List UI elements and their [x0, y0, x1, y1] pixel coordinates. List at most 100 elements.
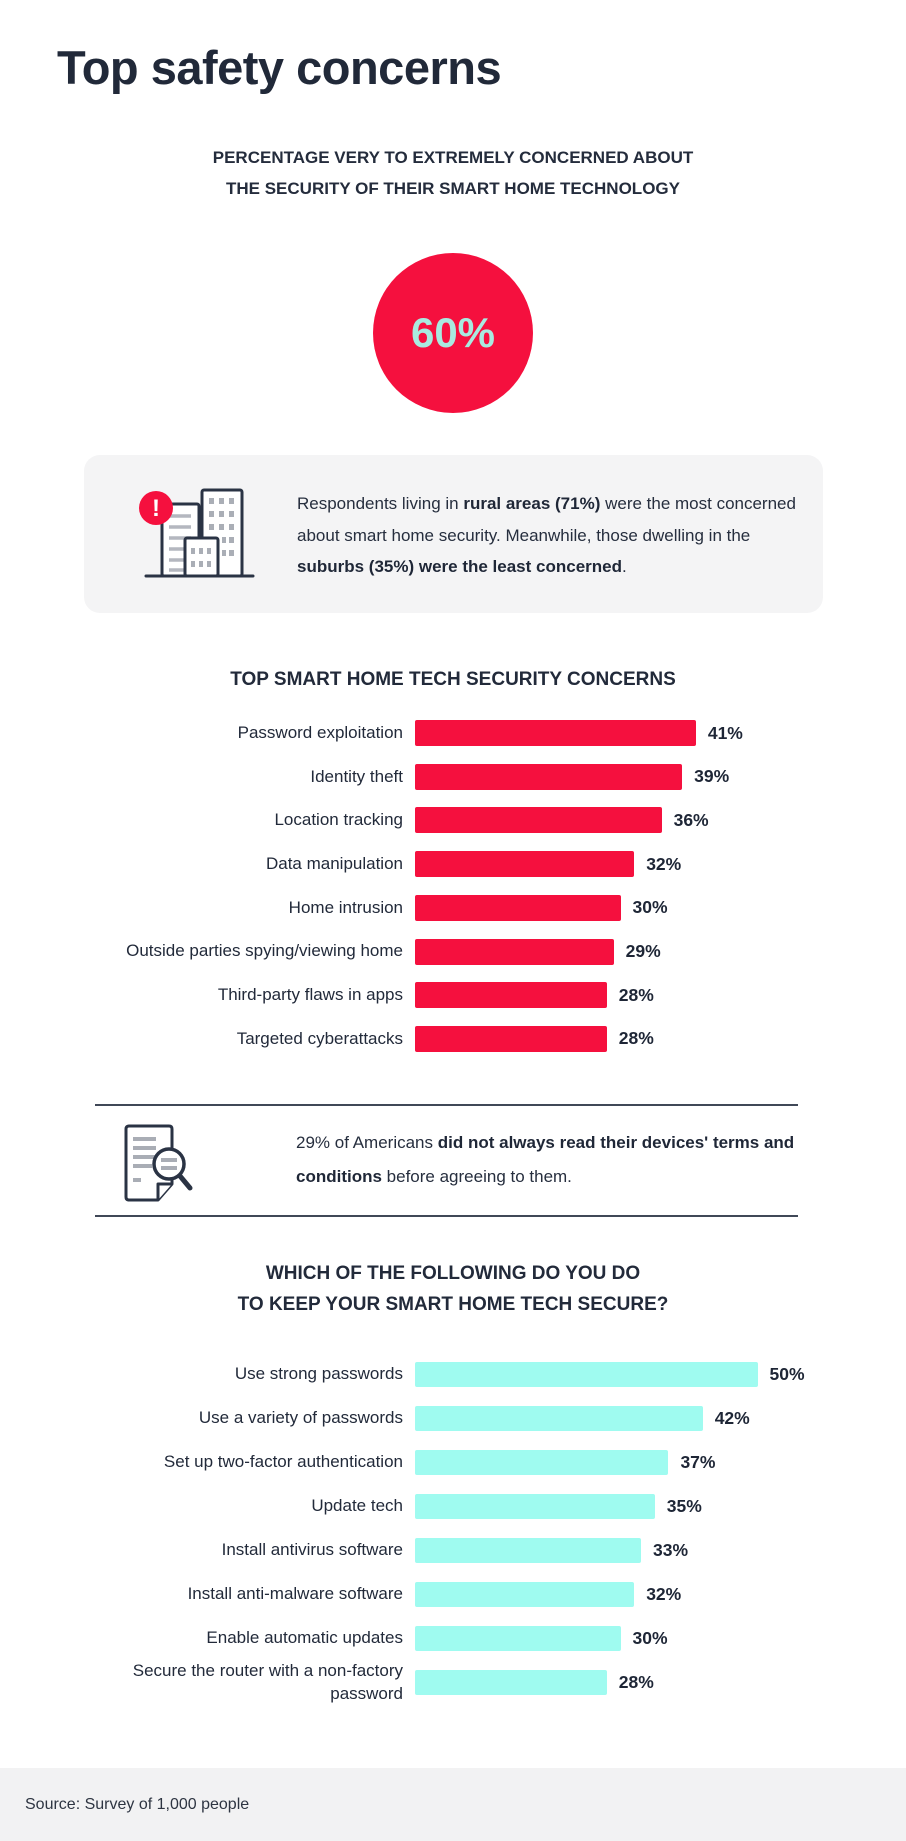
bar — [415, 1025, 607, 1052]
bar-label: Identity theft — [60, 764, 403, 790]
page-title: Top safety concerns — [57, 41, 502, 94]
callout-rural-text: Respondents living in rural areas (71%) … — [297, 488, 807, 583]
bar-value: 28% — [618, 984, 654, 1005]
callout-text-segment: did not always read their devices' terms… — [296, 1133, 795, 1186]
bar-value: 30% — [632, 897, 668, 918]
chart-row: Data manipulation 32% — [0, 851, 906, 878]
bar-value: 28% — [618, 1028, 654, 1049]
bar-label: Update tech — [60, 1494, 403, 1519]
stat-heading-line2: THE SECURITY OF THEIR SMART HOME TECHNOL… — [226, 179, 680, 198]
svg-text:!: ! — [152, 495, 160, 522]
bar-label: Install anti-malware software — [60, 1582, 403, 1607]
bar-value: 50% — [769, 1364, 805, 1384]
bar — [415, 938, 614, 965]
document-magnifier-icon — [124, 1124, 193, 1202]
bar-label: Enable automatic updates — [60, 1626, 403, 1651]
bar-value: 29% — [625, 941, 661, 961]
stat-heading: PERCENTAGE VERY TO EXTREMELY CONCERNED A… — [0, 142, 906, 204]
bar-label-text: Outside parties spying/viewing home — [126, 941, 403, 961]
bar-label: Home intrusion — [60, 895, 403, 921]
divider-top — [95, 1104, 798, 1106]
bar-value: 32% — [646, 1584, 682, 1604]
bar — [415, 894, 621, 921]
bar — [415, 982, 607, 1009]
bar — [415, 1626, 621, 1651]
bar-label: Use strong passwords — [60, 1362, 403, 1387]
bar — [415, 1494, 655, 1519]
bar — [415, 1670, 607, 1695]
bar — [415, 1450, 669, 1475]
bar — [415, 1406, 703, 1431]
bar-value: 32% — [646, 853, 682, 874]
bar-value: 28% — [618, 1672, 654, 1692]
bar-label-text: Third-party flaws in apps — [217, 985, 403, 1005]
bar-value: 41% — [707, 722, 743, 743]
bar-value: 30% — [632, 1628, 668, 1648]
bar-label: Data manipulation — [60, 851, 403, 877]
chart-row: Identity theft 39% — [0, 763, 906, 790]
bar — [415, 1582, 635, 1607]
chart-row: Third-party flaws in apps 28% — [0, 982, 906, 1009]
bar-label-text: Install anti-malware software — [187, 1584, 403, 1604]
callout-text-segment: were the most concerned about smart home… — [297, 494, 796, 545]
chart-row: Install anti-malware software 32% — [0, 1582, 906, 1607]
bar-label-text: Password exploitation — [237, 722, 403, 742]
bar-label: Password exploitation — [60, 720, 403, 746]
chart-row: Enable automatic updates 30% — [0, 1626, 906, 1651]
bar-label-text: Update tech — [311, 1496, 403, 1516]
callout-text-segment: rural areas (71%) — [463, 494, 601, 513]
bar-label-text: Location tracking — [274, 810, 403, 830]
bar-label-text: Use a variety of passwords — [198, 1408, 403, 1428]
chart-row: Outside parties spying/viewing home 29% — [0, 938, 906, 965]
bar-label: Install antivirus software — [60, 1538, 403, 1563]
bar-value: 36% — [673, 809, 709, 830]
callout-text-segment: 29% of Americans — [296, 1133, 438, 1152]
bar-label-text: Install antivirus software — [221, 1540, 403, 1560]
bar-label: Third-party flaws in apps — [60, 982, 403, 1008]
bar-label-text: Targeted cyberattacks — [236, 1028, 403, 1048]
chart-row: Use strong passwords 50% — [0, 1362, 906, 1387]
chart-row: Targeted cyberattacks 28% — [0, 1025, 906, 1052]
callout-text-segment: suburbs (35%) were the least concerned — [297, 557, 622, 576]
chart2-title-line2: TO KEEP YOUR SMART HOME TECH SECURE? — [237, 1294, 669, 1315]
stat-circle-value: 60% — [410, 309, 496, 356]
chart-row: Update tech 35% — [0, 1494, 906, 1519]
bar-label: Outside parties spying/viewing home — [60, 939, 403, 965]
bar-value: 37% — [680, 1452, 716, 1472]
chart-row: Set up two-factor authentication 37% — [0, 1450, 906, 1475]
source-footer: Source: Survey of 1,000 people — [0, 1768, 906, 1841]
source-text: Source: Survey of 1,000 people — [25, 1795, 250, 1813]
divider-bottom — [95, 1215, 798, 1217]
bar-label-text: Identity theft — [310, 766, 403, 786]
bar — [415, 807, 662, 834]
bar-label: Location tracking — [60, 807, 403, 833]
bar-value: 33% — [653, 1540, 689, 1560]
bar — [415, 763, 683, 790]
chart-row: Use a variety of passwords 42% — [0, 1406, 906, 1431]
chart-row: Install antivirus software 33% — [0, 1538, 906, 1563]
chart-row: Location tracking 36% — [0, 807, 906, 834]
bar-label: Set up two-factor authentication — [60, 1450, 403, 1475]
callout-text-segment: Respondents living in — [297, 494, 464, 513]
bar — [415, 851, 635, 878]
bar-value: 42% — [714, 1408, 750, 1428]
chart2-title: WHICH OF THE FOLLOWING DO YOU DO TO KEEP… — [0, 1258, 906, 1320]
callout-terms-text: 29% of Americans did not always read the… — [296, 1126, 806, 1194]
bar — [415, 1538, 642, 1563]
chart-row: Secure the router with a non-factory pas… — [0, 1661, 906, 1702]
bar-value: 35% — [666, 1496, 702, 1516]
bar-label-text: Enable automatic updates — [206, 1628, 403, 1648]
bar-label-text: Data manipulation — [265, 854, 403, 874]
bar-label-text: Home intrusion — [288, 897, 403, 917]
bar-value: 39% — [694, 766, 730, 787]
bar — [415, 1362, 758, 1387]
alert-buildings-icon: ! — [139, 488, 255, 578]
chart1-title: TOP SMART HOME TECH SECURITY CONCERNS — [230, 669, 676, 690]
chart-row: Home intrusion 30% — [0, 894, 906, 921]
bar-label: Targeted cyberattacks — [60, 1026, 403, 1052]
chart2-title-line1: WHICH OF THE FOLLOWING DO YOU DO — [265, 1263, 641, 1284]
bar — [415, 720, 696, 746]
bar-label: Secure the router with a non-factory pas… — [60, 1661, 403, 1702]
security-actions-chart: Use strong passwords 50% Use a variety of … — [0, 1362, 906, 1703]
stat-circle: 60% — [373, 253, 533, 413]
